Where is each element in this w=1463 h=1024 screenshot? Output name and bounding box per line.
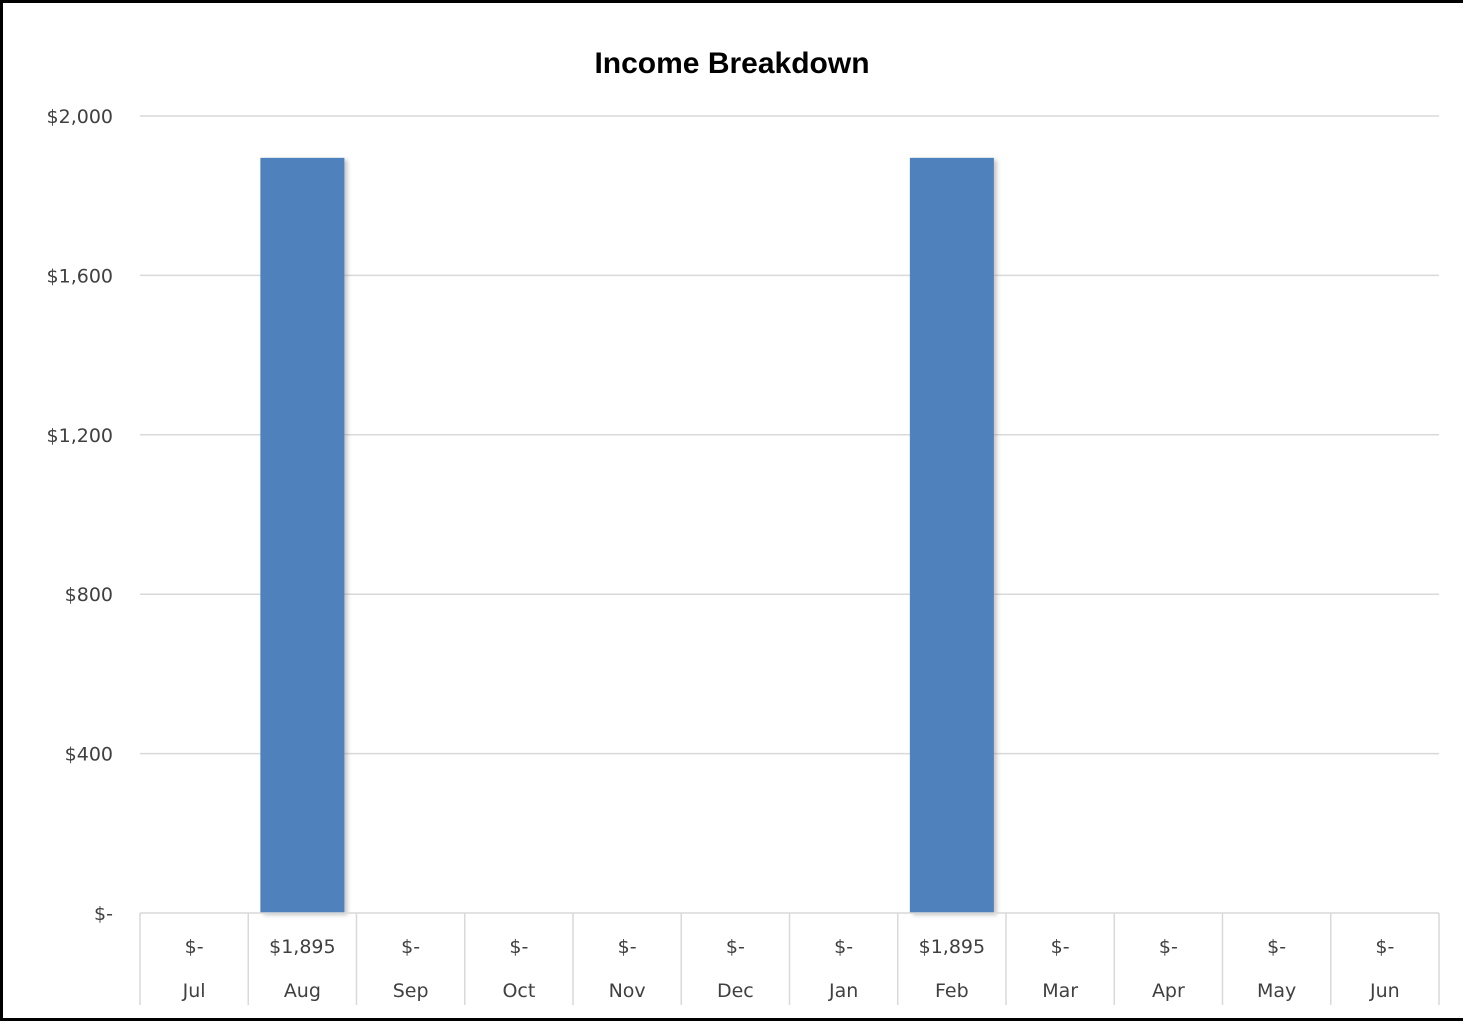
bars — [260, 157, 994, 913]
data-label: $- — [1375, 936, 1394, 958]
bar-chart: Income Breakdown $-$400$800$1,200$1,600$… — [47, 47, 1440, 1005]
data-table: $- Jul $1,895 Aug $- Sep $- Oct $- Nov $- Dec $- Jan $… — [139, 912, 1440, 1005]
x-tick-label: Feb — [935, 980, 969, 1002]
data-label: $- — [509, 936, 528, 958]
x-tick-label: Apr — [1152, 980, 1185, 1002]
bar-feb — [909, 157, 994, 913]
x-tick-label: Oct — [502, 980, 535, 1002]
x-tick-label: Jan — [828, 980, 858, 1002]
x-tick-label: Mar — [1042, 980, 1078, 1002]
data-label: $- — [834, 936, 853, 958]
chart-title: Income Breakdown — [594, 47, 869, 80]
y-axis: $- $400 $800 $1,200 $1,600 $2,000 — [47, 106, 113, 925]
data-label: $- — [1267, 936, 1286, 958]
x-tick-label: Dec — [717, 980, 754, 1002]
x-tick-label: Jul — [182, 980, 206, 1002]
data-label: $- — [1159, 936, 1178, 958]
y-tick-label: $- — [94, 903, 113, 925]
bar-aug — [260, 157, 345, 913]
x-tick-label: Nov — [609, 980, 646, 1002]
data-label: $- — [185, 936, 204, 958]
y-tick-label: $800 — [65, 584, 113, 606]
data-label: $- — [1051, 936, 1070, 958]
y-tick-label: $2,000 — [47, 106, 113, 128]
x-tick-label: Sep — [393, 980, 429, 1002]
data-label: $- — [401, 936, 420, 958]
gridlines — [140, 115, 1439, 755]
x-tick-label: Jun — [1369, 980, 1400, 1002]
data-label: $- — [618, 936, 637, 958]
data-label: $1,895 — [919, 936, 985, 958]
x-tick-label: Aug — [284, 980, 321, 1002]
data-label: $1,895 — [269, 936, 335, 958]
y-tick-label: $1,200 — [47, 425, 113, 447]
y-tick-label: $400 — [65, 744, 113, 766]
x-tick-label: May — [1257, 980, 1296, 1002]
data-label: $- — [726, 936, 745, 958]
y-tick-label: $1,600 — [47, 265, 113, 287]
